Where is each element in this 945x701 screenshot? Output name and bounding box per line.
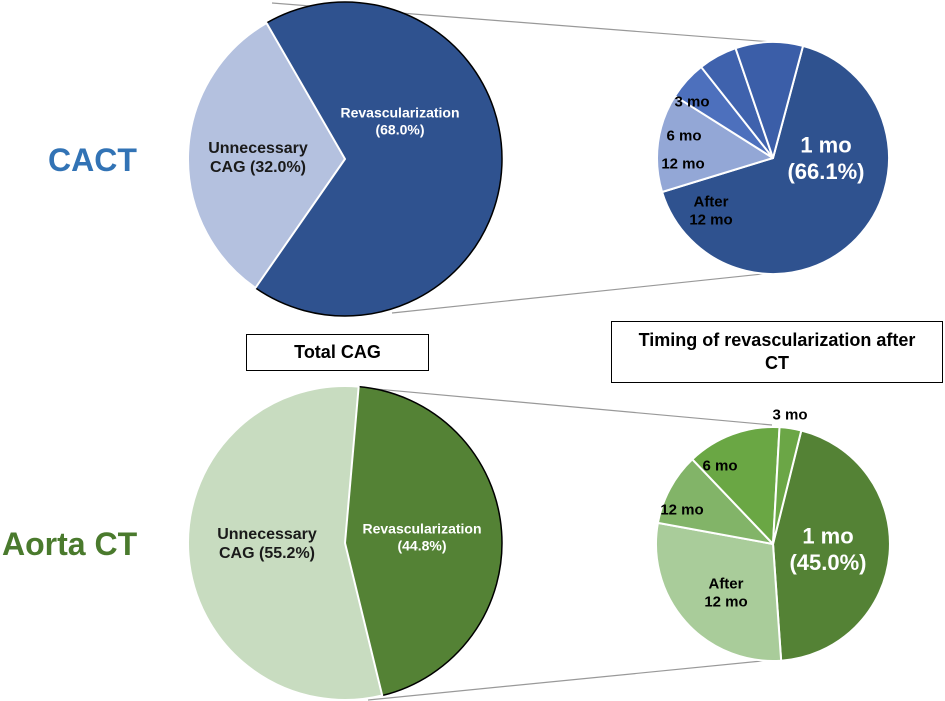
pie-slice-aorta-total-unnecessary-cag	[187, 385, 384, 701]
pie-slice-cact-total-unnecessary-cag	[187, 22, 346, 289]
pie-slice-aorta-timing-6-mo	[691, 426, 781, 545]
total-cag-caption-box: Total CAG	[246, 334, 429, 371]
pie-slice-aorta-timing-1-mo	[772, 429, 891, 662]
data-label-aorta-timing-12-mo: 12 mo	[660, 501, 703, 518]
data-label-aorta-timing-after-12-mo: After 12 mo	[704, 575, 747, 610]
pie-chart-cact-total: Revascularization (68.0%) Unnecessary CAG (…	[187, 1, 503, 317]
pie-slice-aorta-timing-after-12-mo	[655, 521, 783, 662]
connector-line-cact-bottom	[391, 272, 773, 314]
pie-slice-cact-total-revascularization	[254, 1, 503, 317]
data-label-cact-timing-6-mo: 6 mo	[666, 127, 701, 144]
connector-line-aorta-bottom	[367, 659, 773, 701]
pie-slice-aorta-total-revascularization	[344, 385, 503, 697]
data-label-aorta-total-unnecessary-cag: Unnecessary CAG (55.2%)	[217, 526, 317, 562]
data-label-cact-timing-after-12-mo: After 12 mo	[689, 193, 732, 228]
pie-slice-cact-timing-after-12-mo	[656, 95, 774, 193]
pie-slice-cact-timing-1-mo	[661, 44, 890, 275]
pie-chart-aorta-timing: 1 mo (45.0%) After 12 mo 12 mo 6 mo 3 mo	[655, 406, 891, 662]
data-label-cact-timing-12-mo: 12 mo	[661, 155, 704, 172]
data-label-aorta-total-revascularization: Revascularization (44.8%)	[362, 521, 481, 554]
aorta-ct-row-label: Aorta CT	[2, 526, 138, 562]
data-label-cact-timing-3-mo: 3 mo	[674, 93, 709, 110]
cact-row-label: CACT	[48, 142, 137, 178]
data-label-aorta-timing-1-mo: 1 mo (45.0%)	[789, 524, 866, 575]
connector-line-aorta-top	[364, 387, 773, 426]
pie-slice-cact-timing-3-mo	[734, 41, 805, 159]
data-label-aorta-timing-6-mo: 6 mo	[702, 457, 737, 474]
pie-chart-aorta-total: Revascularization (44.8%) Unnecessary CAG (…	[187, 385, 503, 701]
data-label-cact-timing-1-mo: 1 mo (66.1%)	[787, 133, 864, 184]
data-label-aorta-timing-3-mo: 3 mo	[772, 406, 807, 423]
timing-caption-box: Timing of revascularization after CT	[611, 321, 943, 383]
data-label-cact-total-unnecessary-cag: Unnecessary CAG (32.0%)	[208, 140, 308, 176]
pie-chart-cact-timing: 1 mo (66.1%) After 12 mo 12 mo 6 mo 3 mo	[656, 41, 890, 275]
pie-slice-aorta-timing-12-mo	[656, 458, 774, 545]
pie-slice-aorta-timing-3-mo	[772, 426, 803, 545]
data-label-cact-total-revascularization: Revascularization (68.0%)	[340, 105, 459, 138]
